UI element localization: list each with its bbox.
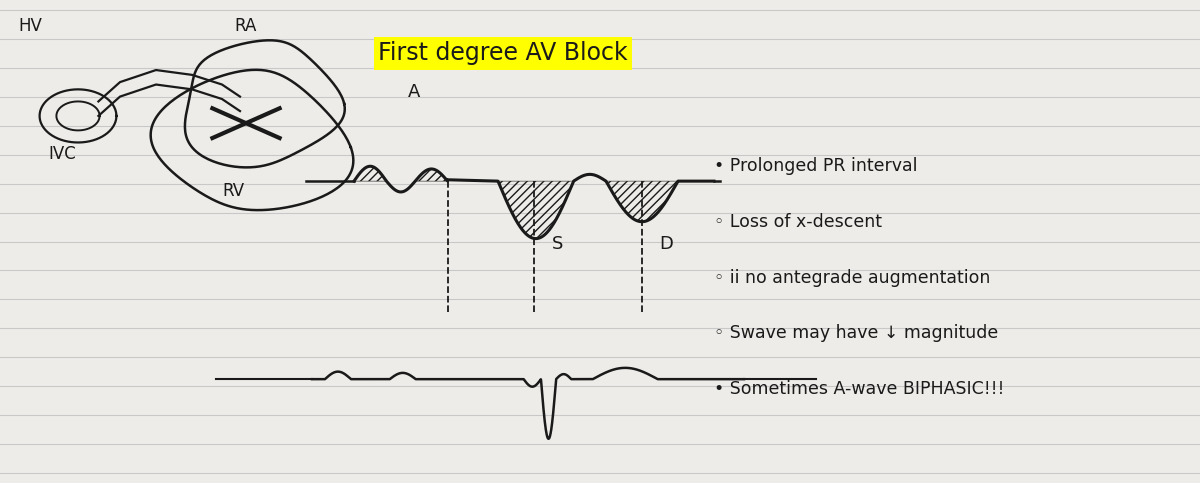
Text: • Sometimes A-wave BIPHASIC!!!: • Sometimes A-wave BIPHASIC!!! [714,380,1004,398]
Text: A: A [408,83,420,100]
Text: IVC: IVC [48,145,76,163]
Text: HV: HV [18,17,42,35]
Text: ◦ Loss of x-descent: ◦ Loss of x-descent [714,213,882,231]
Text: RV: RV [222,182,244,199]
Text: S: S [552,235,564,253]
Text: RA: RA [234,17,257,35]
Text: D: D [659,235,673,253]
Text: ◦ ii no antegrade augmentation: ◦ ii no antegrade augmentation [714,269,990,286]
Text: ◦ Swave may have ↓ magnitude: ◦ Swave may have ↓ magnitude [714,324,998,342]
Text: First degree AV Block: First degree AV Block [378,42,628,65]
Text: • Prolonged PR interval: • Prolonged PR interval [714,157,918,175]
